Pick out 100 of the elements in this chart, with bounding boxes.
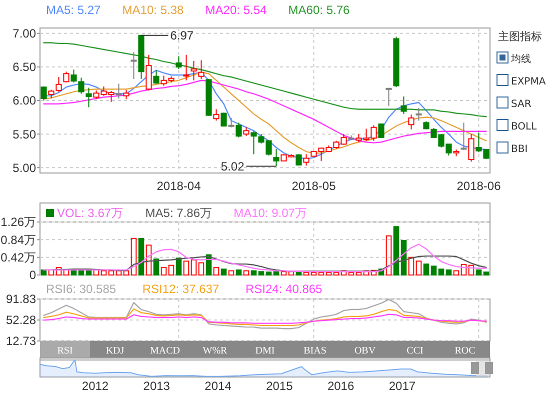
- bar: [430, 266, 437, 276]
- x-tick-label: 2013: [143, 379, 170, 393]
- text: MACD: [150, 346, 180, 356]
- bar: [56, 266, 62, 276]
- candlestick: [130, 52, 137, 80]
- line-series: [43, 314, 487, 324]
- text: BOLL: [511, 122, 538, 132]
- y-tick-label: 52.28: [6, 313, 36, 328]
- y-tick-label: 7.00: [12, 26, 36, 41]
- bar: [288, 271, 294, 276]
- line-series: [43, 42, 487, 118]
- x-tick-label: 2018-05: [292, 179, 336, 193]
- bar: [266, 272, 272, 276]
- x-tick-label: 2014: [204, 379, 232, 393]
- text: MA20: 5.54: [205, 3, 267, 17]
- candlestick: [468, 134, 474, 162]
- y-tick-label: 5.50: [12, 127, 36, 142]
- bar: [348, 272, 354, 276]
- bar: [393, 226, 400, 276]
- bar: [438, 268, 444, 276]
- bar: [176, 258, 182, 276]
- text: MA5: 7.86万: [145, 206, 212, 220]
- bar: [476, 269, 482, 276]
- bar: [48, 269, 54, 276]
- legend-label: VOL: 3.67万: [57, 206, 124, 220]
- bar: [228, 270, 234, 276]
- bar: [356, 272, 362, 276]
- bar: [326, 272, 332, 276]
- candlestick: [303, 154, 310, 166]
- bar: [310, 272, 317, 276]
- candlestick: [236, 122, 242, 138]
- x-tick-label: 2016: [327, 379, 354, 393]
- text: SAR: [511, 99, 532, 110]
- bar: [250, 270, 257, 276]
- line-series: [43, 80, 487, 144]
- bar: [370, 270, 377, 276]
- bar: [123, 270, 130, 276]
- bar: [363, 270, 370, 276]
- text: DMI: [255, 346, 275, 356]
- bar: [468, 264, 474, 276]
- bar: [160, 266, 167, 276]
- y-tick-label: 91.83: [6, 292, 36, 306]
- bar: [146, 244, 152, 276]
- text: MA10: 5.38: [122, 3, 184, 17]
- x-tick-label: 2015: [266, 379, 294, 393]
- bar: [318, 272, 324, 276]
- text: MA5: 5.27: [46, 3, 102, 17]
- candlestick: [123, 89, 130, 100]
- candlestick: [228, 117, 234, 128]
- bar: [116, 270, 122, 276]
- x-tick-label: 2018-06: [456, 179, 502, 193]
- text: RSI: [57, 346, 73, 356]
- candlestick: [400, 96, 407, 114]
- bar: [446, 269, 452, 276]
- y-tick-label: 0: [29, 268, 36, 282]
- annotation: 5.02: [220, 159, 245, 174]
- bar: [190, 259, 197, 276]
- candlestick: [220, 112, 227, 127]
- candlestick: [250, 130, 257, 155]
- bar: [183, 260, 190, 276]
- text: W%R: [202, 346, 228, 356]
- candlestick: [86, 87, 92, 108]
- text: MA60: 5.76: [288, 3, 350, 17]
- candlestick: [378, 123, 384, 139]
- bar: [340, 270, 347, 276]
- candlestick: [408, 114, 414, 130]
- candlestick: [273, 148, 280, 167]
- candlestick: [190, 60, 197, 81]
- annotation: 6.97: [170, 28, 194, 43]
- bar: [460, 264, 467, 276]
- bar: [198, 262, 204, 276]
- bar: [108, 270, 114, 276]
- x-tick-label: 2018-04: [156, 179, 202, 193]
- bar: [453, 270, 460, 276]
- bar: [100, 270, 107, 276]
- y-tick-label: 0.42万: [0, 250, 36, 265]
- candlestick: [183, 54, 190, 81]
- y-tick-label: 1.26万: [0, 215, 36, 230]
- bar: [168, 264, 174, 276]
- line-series: [43, 298, 487, 330]
- y-tick-label: 5.00: [12, 160, 36, 175]
- x-tick-label: 2017: [388, 379, 416, 393]
- bar: [213, 266, 220, 276]
- candlestick: [416, 107, 422, 122]
- candlestick: [213, 108, 220, 122]
- bar: [258, 271, 264, 276]
- bar: [483, 272, 490, 276]
- bar: [273, 271, 280, 276]
- bar: [423, 264, 430, 276]
- y-tick-label: 6.50: [12, 60, 36, 74]
- bar: [386, 235, 392, 276]
- bar: [63, 269, 70, 276]
- bar: [220, 268, 227, 276]
- candlestick: [198, 60, 204, 80]
- text: OBV: [354, 346, 376, 356]
- text: CCI: [406, 346, 424, 356]
- text: BBI: [511, 144, 528, 155]
- bar: [236, 269, 242, 276]
- bar: [93, 269, 100, 276]
- candlestick: [386, 87, 392, 106]
